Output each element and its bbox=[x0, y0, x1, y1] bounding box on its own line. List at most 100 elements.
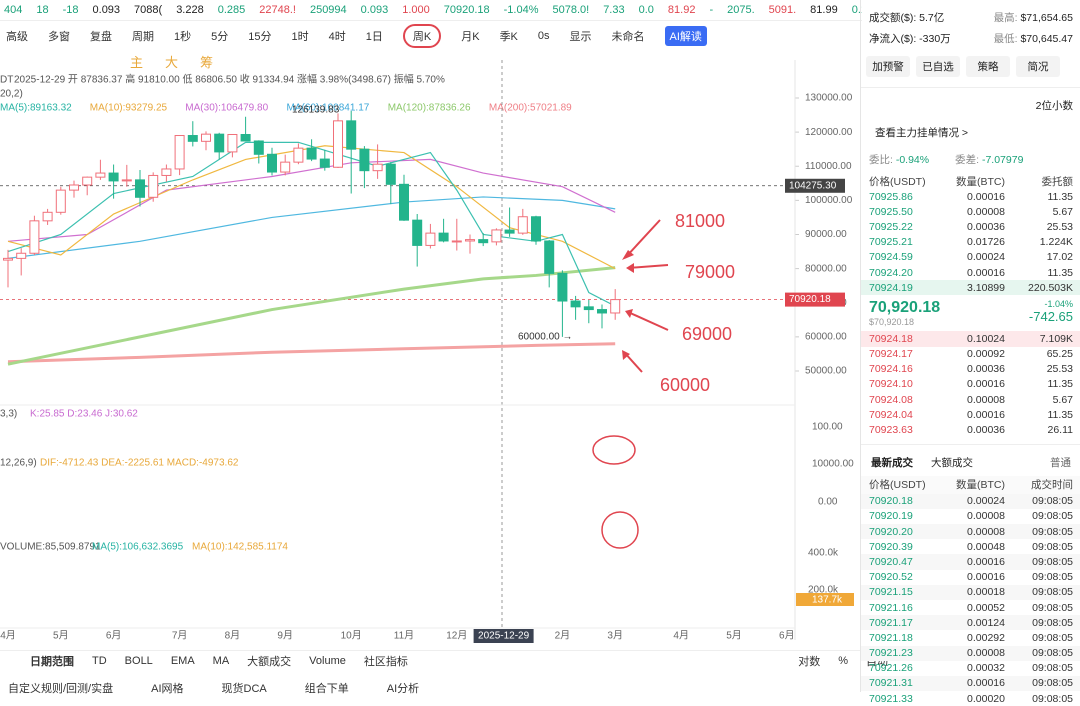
bottom-item[interactable]: TD bbox=[92, 655, 107, 667]
cell: 70921.18 bbox=[869, 631, 913, 644]
draw-tool[interactable]: 大 bbox=[165, 55, 179, 70]
cell: 70925.21 bbox=[869, 236, 913, 249]
arrow bbox=[627, 311, 669, 331]
toolbar-item[interactable]: 月K bbox=[461, 31, 480, 43]
cell: 70924.10 bbox=[869, 378, 913, 391]
toolbar-item[interactable]: 0s bbox=[537, 30, 550, 42]
cell: 0.00292 bbox=[967, 631, 1005, 644]
cell: 70924.18 bbox=[869, 332, 913, 345]
toolbar-item[interactable]: 1日 bbox=[365, 31, 383, 43]
cell: 09:08:05 bbox=[1032, 510, 1073, 523]
bottom-item[interactable]: EMA bbox=[170, 655, 195, 667]
cell: 5.67 bbox=[1052, 393, 1073, 406]
y-tick-label: 60000.00 bbox=[805, 332, 847, 343]
bottom-item[interactable]: 对数 bbox=[798, 656, 821, 668]
toolbar-item[interactable]: 显示 bbox=[569, 31, 592, 43]
candle-body bbox=[570, 300, 581, 308]
decimals[interactable]: 2位小数 bbox=[1035, 100, 1073, 112]
row: 70924.59 0.00024 17.02 bbox=[861, 250, 1080, 265]
main-orders[interactable]: 查看主力挂单情况 > bbox=[875, 127, 969, 139]
tab[interactable]: 普通 bbox=[1050, 456, 1071, 469]
bottom-item[interactable]: MA bbox=[212, 655, 230, 667]
cell: 70921.26 bbox=[869, 662, 913, 675]
toolbar-item[interactable]: AI解读 bbox=[664, 26, 707, 46]
toolbar: 高级 多窗 复盘 周期 1秒 5分 15分 1时 4时 1日 周K 月K 季K 0s 显示 未命名 AI解读 bbox=[0, 24, 864, 48]
cell: 0.00124 bbox=[967, 616, 1005, 629]
candle-body bbox=[253, 140, 264, 155]
x-tick-label: 11月 bbox=[394, 630, 414, 642]
cell: 0.00008 bbox=[967, 393, 1005, 406]
button[interactable]: 简况 bbox=[1016, 56, 1060, 77]
toolbar-item[interactable]: 季K bbox=[499, 31, 518, 43]
candle-body bbox=[412, 219, 423, 246]
button[interactable]: 策略 bbox=[966, 56, 1010, 77]
draw-tool[interactable]: 筹 bbox=[200, 55, 214, 70]
candle-body bbox=[583, 306, 594, 311]
draw-tool[interactable]: 主 bbox=[130, 55, 144, 70]
asks: 70925.86 0.00016 11.35 70925.50 0.00008 5.67 7… bbox=[861, 189, 1080, 296]
row: 70923.63 0.00036 26.11 bbox=[861, 422, 1080, 437]
footer-item[interactable]: AI分析 bbox=[386, 683, 420, 695]
toolbar-item[interactable]: 1秒 bbox=[174, 31, 192, 43]
last-usd: $70,920.18 bbox=[869, 317, 915, 328]
cell: 25.53 bbox=[1046, 220, 1073, 233]
footer-item[interactable]: AI网格 bbox=[151, 683, 184, 695]
cell: 70924.16 bbox=[869, 363, 913, 376]
toolbar-item[interactable]: 5分 bbox=[211, 31, 229, 43]
arrow-head bbox=[622, 250, 634, 260]
toolbar-item[interactable]: 周K bbox=[402, 24, 442, 48]
bottom-item[interactable]: 大额成交 bbox=[247, 656, 292, 668]
tab[interactable]: 最新成交 bbox=[871, 456, 913, 469]
toolbar-item[interactable]: 复盘 bbox=[90, 31, 112, 43]
x-tick-label: 2025-12-29 bbox=[478, 631, 530, 642]
bottom-item[interactable]: Volume bbox=[309, 655, 346, 667]
candle-body bbox=[69, 184, 79, 191]
row: 70921.23 0.00008 09:08:05 bbox=[861, 645, 1080, 661]
cell: 0.00036 bbox=[967, 220, 1005, 233]
cell: 11.35 bbox=[1047, 378, 1074, 391]
candle-body bbox=[425, 232, 436, 246]
cell: 70921.33 bbox=[869, 692, 913, 705]
ma-legend: MA(200):57021.89 bbox=[489, 103, 572, 114]
price-tag-bg bbox=[785, 178, 845, 193]
toolbar-item[interactable]: 未命名 bbox=[611, 31, 645, 43]
bottom-item[interactable]: 社区指标 bbox=[363, 656, 408, 668]
button[interactable]: 加预警 bbox=[866, 56, 910, 77]
cell: 09:08:05 bbox=[1032, 677, 1073, 690]
ma-legend: MA(60):100841.17 bbox=[287, 103, 370, 114]
footer-item[interactable]: 现货DCA bbox=[221, 683, 267, 695]
x-tick-label: 5月 bbox=[726, 630, 742, 642]
toolbar-item[interactable]: 周期 bbox=[132, 31, 154, 43]
ohlc-info: 2025-12-29 开 87836.37 高 91810.00 低 86806… bbox=[14, 73, 445, 86]
ma-legend: MA(30):106479.80 bbox=[185, 103, 268, 114]
footer-item[interactable]: 组合下单 bbox=[304, 683, 349, 695]
candle-body bbox=[16, 252, 27, 259]
row: 70925.86 0.00016 11.35 bbox=[861, 189, 1080, 204]
cell: 0.00092 bbox=[967, 348, 1005, 361]
cell: 0.00016 bbox=[967, 677, 1005, 690]
bottom-item[interactable]: % bbox=[838, 655, 848, 667]
label: 成交额($): bbox=[869, 12, 917, 24]
candle-body bbox=[280, 161, 291, 173]
toolbar-item[interactable]: 高级 bbox=[6, 31, 28, 43]
cell: 0.00016 bbox=[967, 408, 1005, 421]
bottom-item[interactable]: BOLL bbox=[124, 655, 153, 667]
toolbar-item[interactable]: 1时 bbox=[291, 31, 309, 43]
cell: 0.00008 bbox=[967, 647, 1005, 660]
button[interactable]: 已自选 bbox=[916, 56, 960, 77]
bottom-item[interactable]: 日期范围 bbox=[30, 656, 74, 668]
tab[interactable]: 大额成交 bbox=[931, 456, 973, 469]
toolbar-item[interactable]: 4时 bbox=[328, 31, 346, 43]
period: 20,2) bbox=[0, 89, 23, 100]
footer-item[interactable]: 自定义规则/回测/实盘 bbox=[8, 683, 114, 695]
toolbar-item[interactable]: 多窗 bbox=[48, 31, 70, 43]
cell: 70924.19 bbox=[869, 281, 913, 294]
ma-legend: MA(10):93279.25 bbox=[90, 103, 168, 114]
candle-body bbox=[306, 147, 317, 160]
annotation: 69000 bbox=[682, 324, 732, 344]
toolbar-item[interactable]: 15分 bbox=[248, 31, 272, 43]
row: 70924.17 0.00092 65.25 bbox=[861, 347, 1080, 362]
value: $71,654.65 bbox=[1020, 12, 1073, 24]
ma-line bbox=[7, 342, 616, 364]
candle-body bbox=[531, 216, 541, 242]
